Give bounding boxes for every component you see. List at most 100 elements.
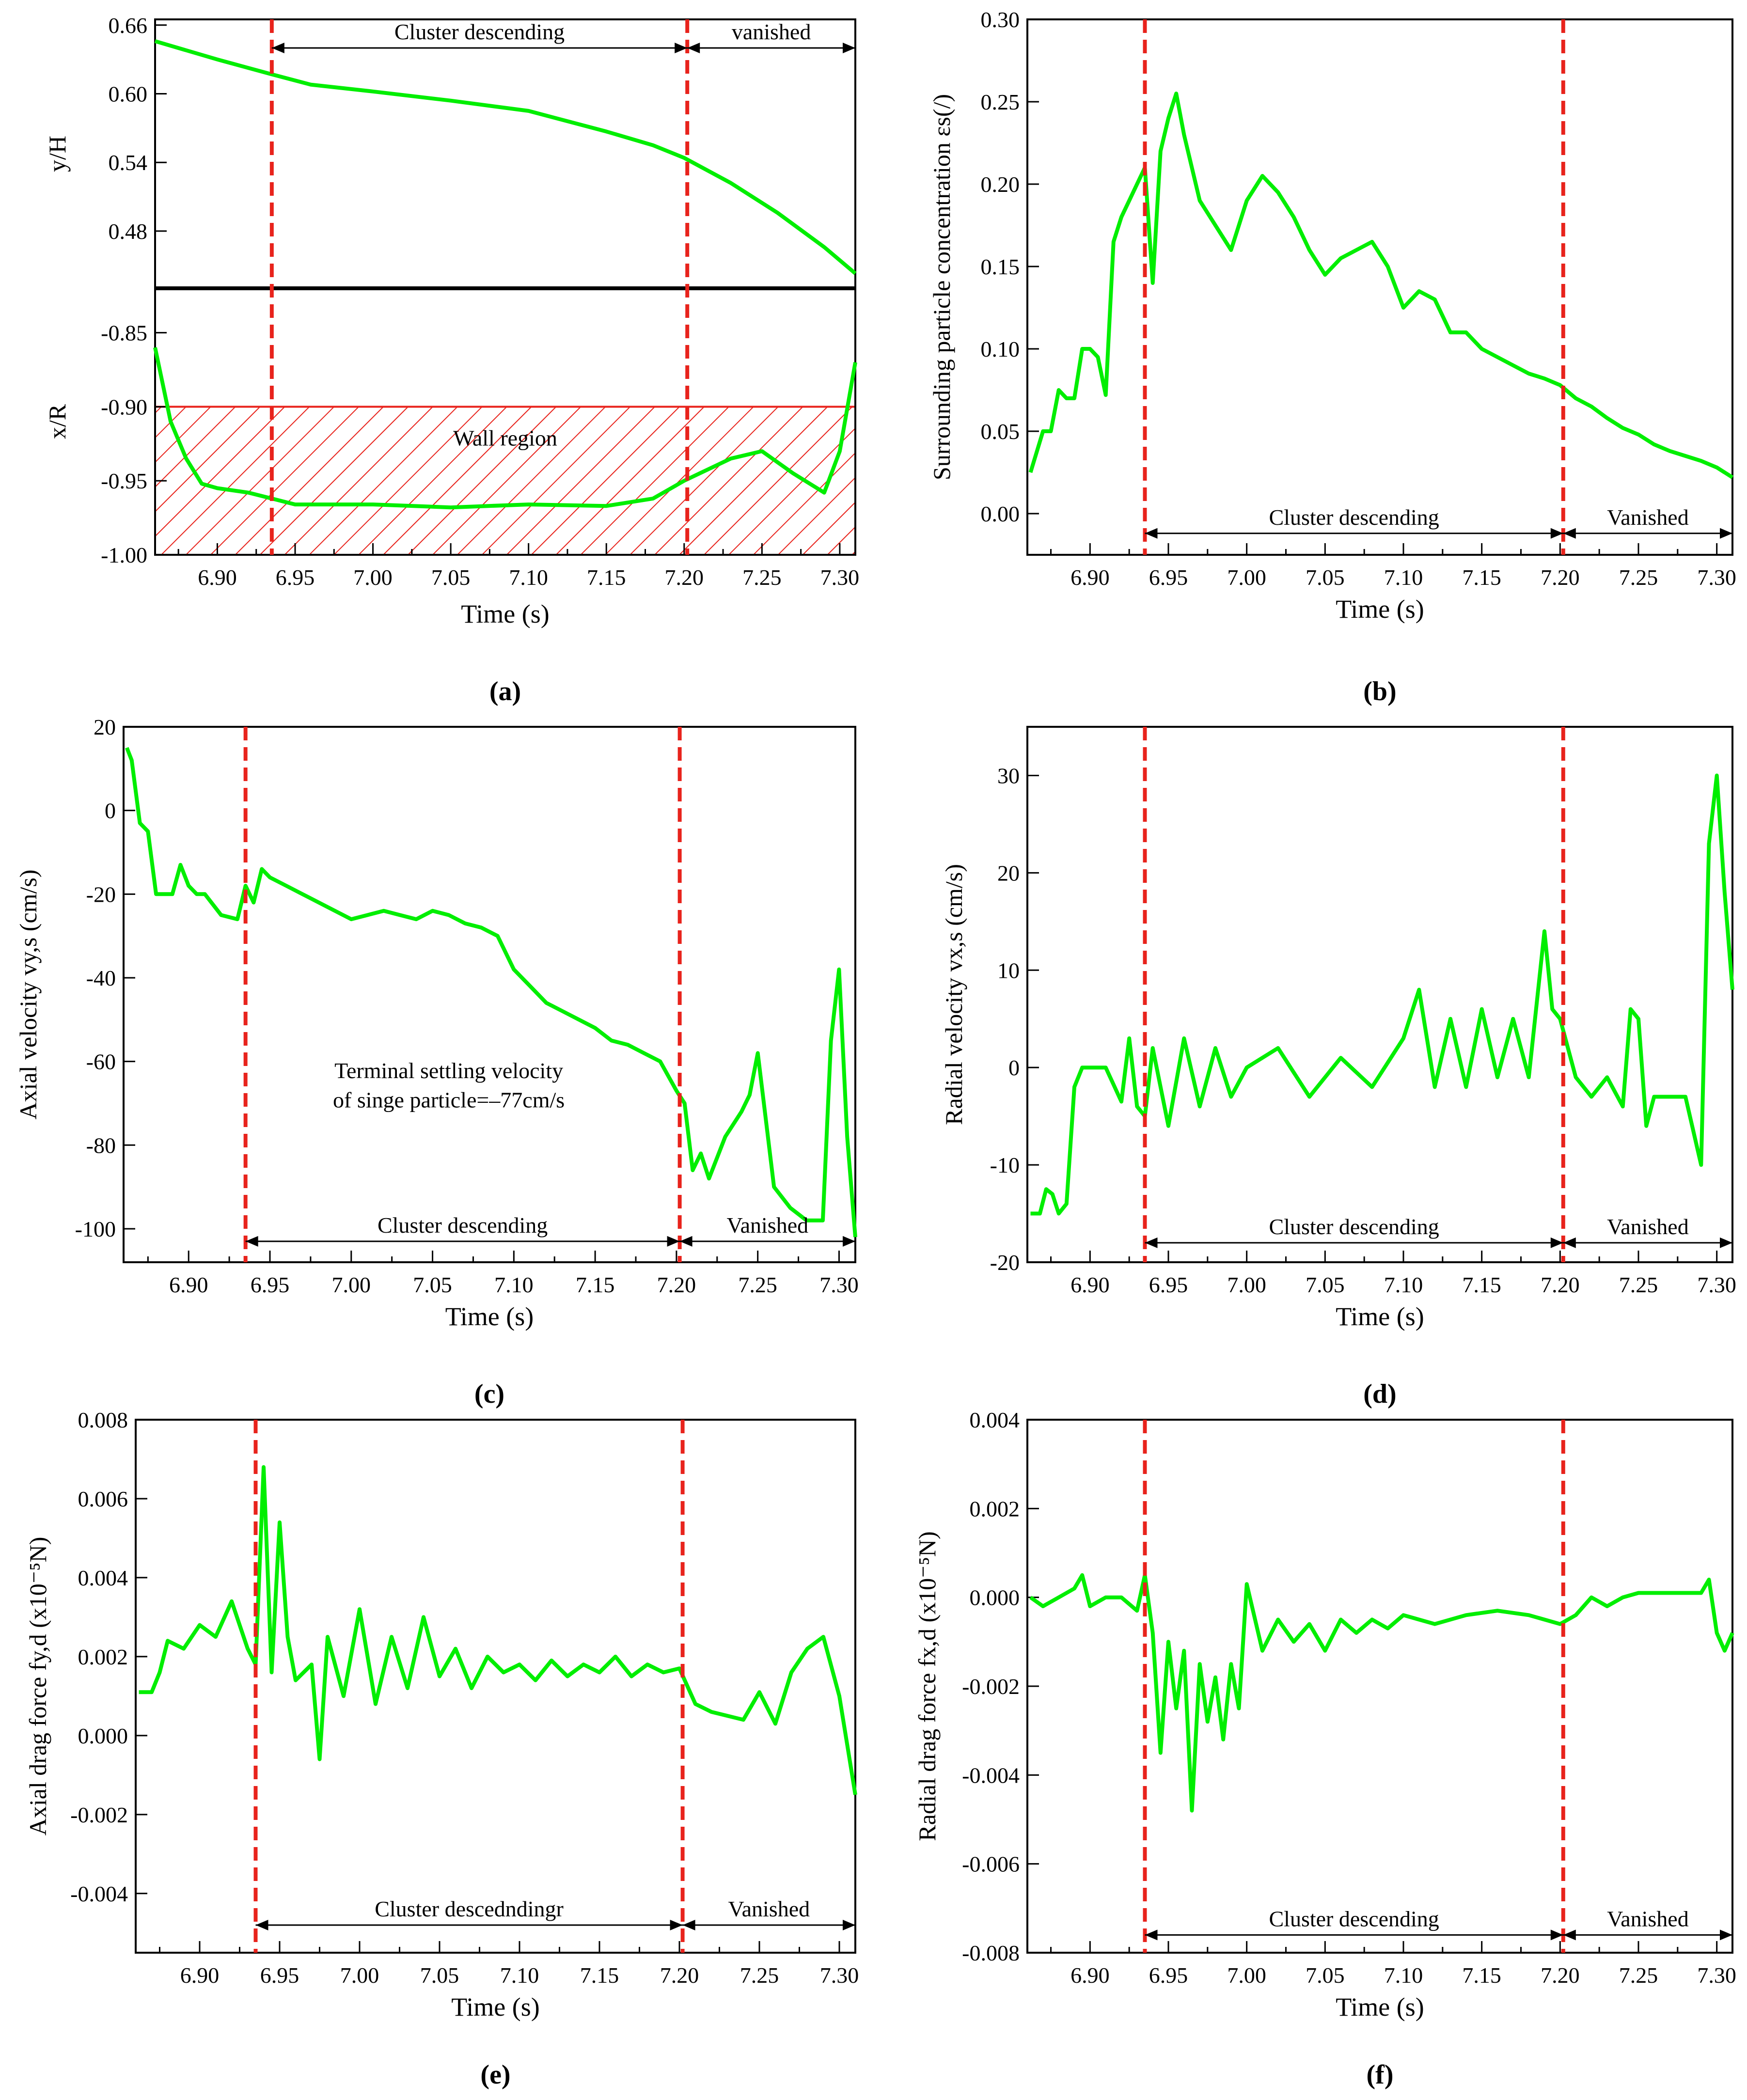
x-tick-label-b-1: 6.95: [1149, 565, 1188, 590]
y-tick-label-f-6: -0.008: [962, 1941, 1020, 1965]
x-tick-label-f-8: 7.30: [1697, 1963, 1736, 1988]
x-tick-label-c-6: 7.20: [657, 1272, 696, 1297]
x-tick-label-d-0: 6.90: [1070, 1272, 1110, 1297]
series-line-f-0: [1029, 1573, 1734, 1813]
plot-frame-d: [1026, 726, 1733, 1263]
y-axis-title-b: Surrounding particle concentration εs(/): [928, 94, 955, 480]
y-tick-label-c-4: -60: [86, 1050, 116, 1074]
y-tick-label-a-bottom-0: -0.85: [101, 321, 147, 345]
x-tick-label-d-6: 7.20: [1541, 1272, 1580, 1297]
arrow-head-right-d-0: [1550, 1237, 1563, 1248]
y-tick-label-e-4: 0.000: [78, 1724, 128, 1748]
x-tick-label-c-2: 7.00: [332, 1272, 371, 1297]
y-tick-label-b-2: 0.10: [981, 337, 1020, 361]
series-line-b-0: [1028, 92, 1734, 479]
y-tick-label-f-5: -0.006: [962, 1852, 1020, 1877]
x-tick-label-e-6: 7.20: [660, 1963, 699, 1988]
x-axis-title-c: Time (s): [445, 1302, 534, 1331]
span-label-e-0: Cluster descedndingr: [375, 1896, 564, 1921]
y-tick-label-a-bottom-2: -0.95: [101, 469, 147, 493]
y-tick-label-b-6: 0.30: [981, 7, 1020, 32]
y-tick-label-d-5: 30: [997, 763, 1020, 788]
panel-label-a: (a): [489, 676, 521, 706]
y-axis-title-a-top: y/H: [44, 136, 71, 172]
arrow-head-right-c-3: [843, 1236, 855, 1247]
arrow-head-right-b-1: [1720, 528, 1732, 539]
x-tick-label-d-2: 7.00: [1227, 1272, 1266, 1297]
plot-frame-c: [123, 726, 856, 1263]
y-tick-label-a-bottom-1: -0.90: [101, 394, 147, 419]
arrow-head-right-e-1: [843, 1919, 855, 1930]
y-axis-title-e: Axial drag force fy,d (x10⁻⁵N): [24, 1537, 51, 1836]
x-tick-label-b-6: 7.20: [1541, 565, 1580, 590]
panel-label-c: (c): [474, 1379, 504, 1409]
arrow-head-left-f-0: [1145, 1929, 1158, 1941]
x-axis-title-d: Time (s): [1336, 1302, 1424, 1331]
x-tick-label-c-0: 6.90: [169, 1272, 208, 1297]
x-tick-label-a-0: 6.90: [198, 565, 237, 590]
arrow-head-left-e-0: [255, 1919, 268, 1930]
x-tick-label-a-7: 7.25: [742, 565, 782, 590]
span-label-c-3: Vanished: [726, 1213, 808, 1238]
x-tick-label-c-3: 7.05: [413, 1272, 452, 1297]
arrow-head-right-b-0: [1550, 528, 1563, 539]
x-tick-label-d-3: 7.05: [1306, 1272, 1345, 1297]
y-tick-label-f-0: 0.004: [970, 1408, 1020, 1432]
x-tick-label-a-2: 7.00: [353, 565, 393, 590]
arrow-head-right-f-0: [1550, 1929, 1563, 1941]
x-tick-label-e-4: 7.10: [500, 1963, 539, 1988]
x-tick-label-f-2: 7.00: [1227, 1963, 1266, 1988]
x-tick-label-f-5: 7.15: [1462, 1963, 1501, 1988]
arrow-head-right-f-1: [1720, 1929, 1732, 1941]
x-tick-label-e-7: 7.25: [740, 1963, 779, 1988]
annotation-c-1: of singe particle=–77cm/s: [333, 1088, 565, 1113]
span-label-d-0: Cluster descending: [1269, 1214, 1439, 1239]
y-tick-label-d-3: 10: [997, 958, 1020, 983]
x-tick-label-f-3: 7.05: [1306, 1963, 1345, 1988]
span-label-a-0: Cluster descending: [394, 19, 565, 44]
wall-region-label: Wall region: [453, 425, 557, 450]
x-tick-label-c-7: 7.25: [738, 1272, 777, 1297]
x-axis-title-f: Time (s): [1336, 1992, 1424, 2022]
x-tick-label-b-7: 7.25: [1619, 565, 1658, 590]
arrow-head-left-f-1: [1563, 1929, 1576, 1941]
x-tick-label-b-3: 7.05: [1306, 565, 1345, 590]
x-tick-label-b-0: 6.90: [1070, 565, 1110, 590]
y-tick-label-a-top-2: 0.54: [109, 150, 148, 175]
span-label-f-0: Cluster descending: [1269, 1906, 1439, 1931]
arrow-head-left-a-1: [687, 43, 700, 54]
plot-frame-f: [1026, 1419, 1733, 1954]
x-axis-title-b: Time (s): [1336, 595, 1424, 624]
y-tick-label-b-0: 0.00: [981, 501, 1020, 526]
x-tick-label-a-3: 7.05: [431, 565, 471, 590]
panel-label-e: (e): [480, 2060, 510, 2090]
x-tick-label-f-0: 6.90: [1070, 1963, 1110, 1988]
arrow-head-left-b-0: [1145, 528, 1158, 539]
y-tick-label-f-4: -0.004: [962, 1763, 1020, 1787]
series-line-e-0: [139, 1465, 857, 1795]
y-tick-label-a-top-0: 0.66: [109, 13, 148, 38]
arrow-head-right-d-1: [1720, 1237, 1732, 1248]
x-tick-label-a-4: 7.10: [509, 565, 548, 590]
arrow-head-right-a-1: [843, 43, 855, 54]
y-tick-label-f-2: 0.000: [970, 1585, 1020, 1610]
x-axis-title-e: Time (s): [451, 1992, 540, 2022]
x-tick-label-e-2: 7.00: [340, 1963, 379, 1988]
span-label-b-1: Vanished: [1607, 505, 1689, 530]
y-tick-label-b-3: 0.15: [981, 254, 1020, 279]
y-axis-title-d: Radial velocity vx,s (cm/s): [940, 864, 967, 1125]
y-tick-label-d-0: -20: [990, 1250, 1020, 1275]
y-tick-label-a-top-3: 0.48: [109, 219, 148, 244]
series-line-c-0: [125, 747, 857, 1238]
x-tick-label-d-4: 7.10: [1384, 1272, 1423, 1297]
x-tick-label-c-1: 6.95: [251, 1272, 290, 1297]
x-tick-label-f-7: 7.25: [1619, 1963, 1658, 1988]
arrow-head-left-c-3: [679, 1236, 693, 1247]
x-tick-label-e-0: 6.90: [180, 1963, 220, 1988]
annotation-c-0: Terminal settling velocity: [334, 1058, 563, 1083]
plot-frame-a-top: [154, 18, 856, 289]
x-tick-label-c-5: 7.15: [576, 1272, 615, 1297]
x-tick-label-f-6: 7.20: [1541, 1963, 1580, 1988]
span-label-e-1: Vanished: [728, 1896, 810, 1921]
